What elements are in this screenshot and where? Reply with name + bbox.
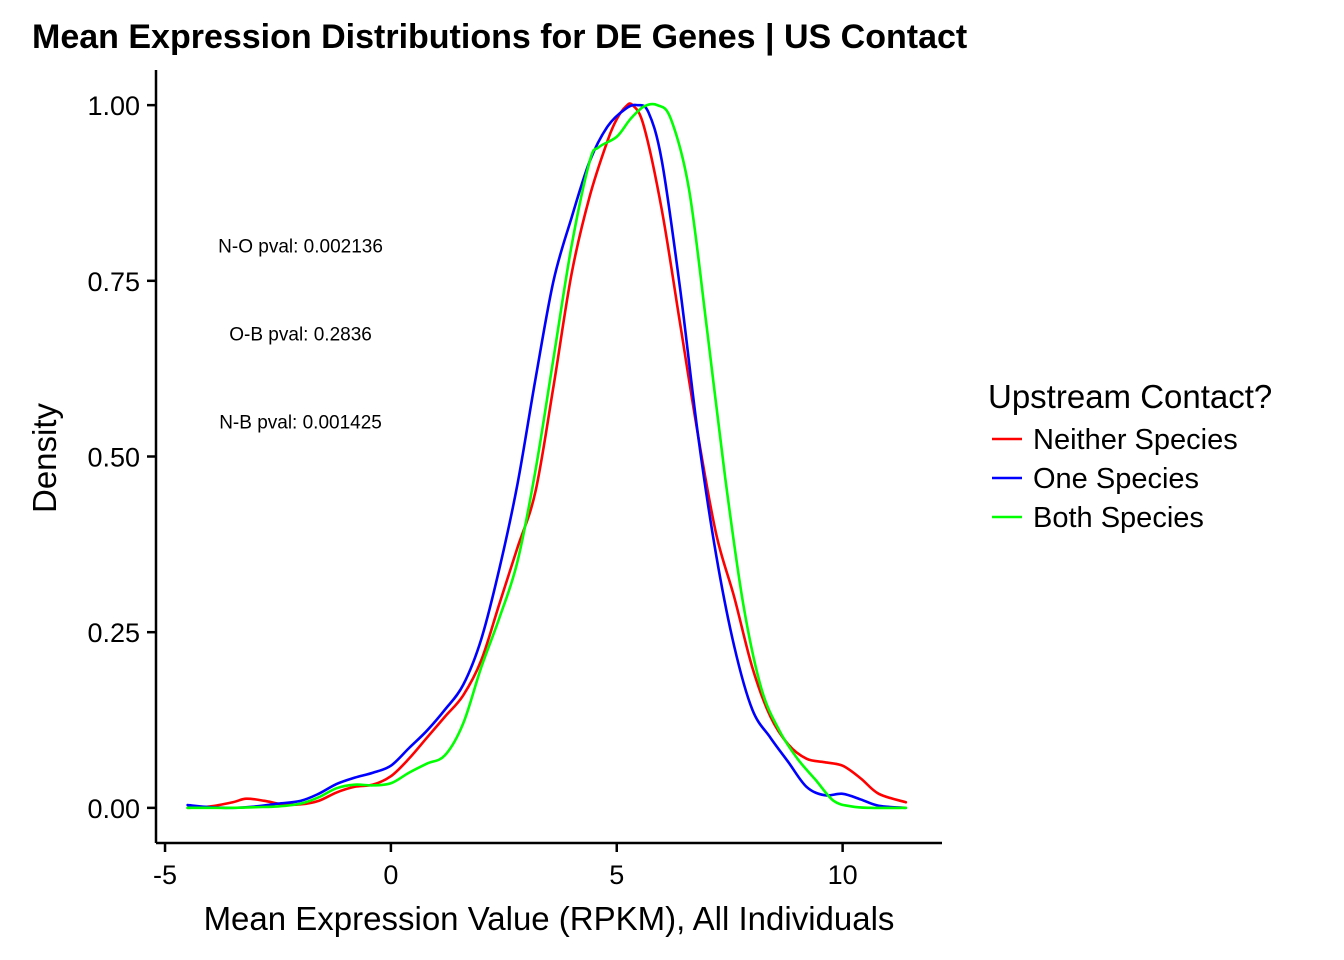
x-tick-label: 0	[383, 860, 398, 890]
series-line-both-species	[186, 102, 908, 810]
pvalue-annotation: N-B pval: 0.001425	[219, 412, 382, 433]
pvalue-annotation: O-B pval: 0.2836	[229, 325, 372, 346]
x-axis-ticks: -5 0 5 10	[153, 843, 858, 890]
chart-title: Mean Expression Distributions for DE Gen…	[32, 18, 967, 56]
y-tick-label: 1.00	[87, 91, 140, 121]
series-line-one-species	[186, 103, 908, 810]
x-tick-label: -5	[153, 860, 177, 890]
legend-title: Upstream Contact?	[988, 378, 1272, 415]
y-tick-label: 0.75	[87, 267, 140, 297]
y-tick-label: 0.50	[87, 443, 140, 473]
x-axis-title: Mean Expression Value (RPKM), All Indivi…	[204, 900, 895, 937]
legend-label-neither-species: Neither Species	[1033, 424, 1238, 456]
y-axis-title: Density	[26, 402, 63, 513]
legend-label-both-species: Both Species	[1033, 502, 1204, 534]
y-tick-label: 0.25	[87, 618, 140, 648]
legend-label-one-species: One Species	[1033, 463, 1199, 495]
x-tick-label: 5	[609, 860, 624, 890]
plot-area	[186, 102, 908, 810]
series-line-neither-species	[186, 102, 908, 810]
y-tick-label: 0.00	[87, 794, 140, 824]
pvalue-annotation: N-O pval: 0.002136	[218, 237, 383, 258]
pvalue-annotations: N-O pval: 0.002136 O-B pval: 0.2836 N-B pv…	[218, 237, 383, 434]
x-tick-label: 10	[828, 860, 858, 890]
legend: Upstream Contact? Neither Species One Spe…	[988, 378, 1272, 534]
y-axis-ticks: 0.00 0.25 0.50 0.75 1.00	[87, 91, 156, 824]
